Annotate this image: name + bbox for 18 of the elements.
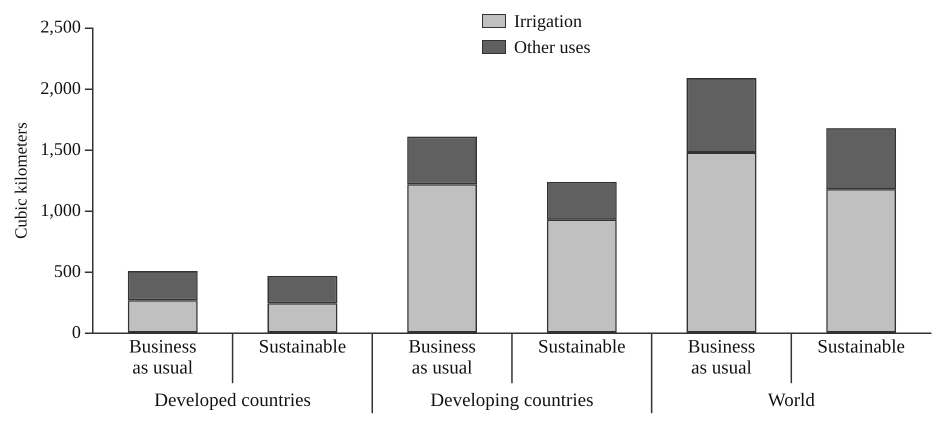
y-tick-label: 2,000 — [40, 78, 81, 98]
y-tick-label: 1,500 — [40, 138, 81, 159]
x-tick-label: Sustainable — [258, 336, 346, 358]
legend-label: Other uses — [514, 36, 590, 59]
y-tick-label: 2,500 — [40, 16, 81, 37]
x-tick-label: Business as usual — [408, 336, 476, 379]
x-tick-label: Sustainable — [817, 336, 905, 358]
y-axis-title: Cubic kilometers — [12, 122, 31, 239]
y-tick-label: 0 — [72, 322, 81, 342]
text: Developing countries — [430, 390, 594, 412]
text: World — [768, 390, 816, 412]
text: Developed countries — [154, 390, 311, 412]
y-tick-label: 500 — [54, 260, 81, 281]
legend-label: Irrigation — [514, 10, 582, 33]
x-tick-label: Business as usual — [688, 336, 756, 379]
x-tick-label: Sustainable — [538, 336, 626, 358]
x-tick-label: Business as usual — [128, 336, 197, 379]
y-tick-label: 1,000 — [40, 200, 81, 220]
